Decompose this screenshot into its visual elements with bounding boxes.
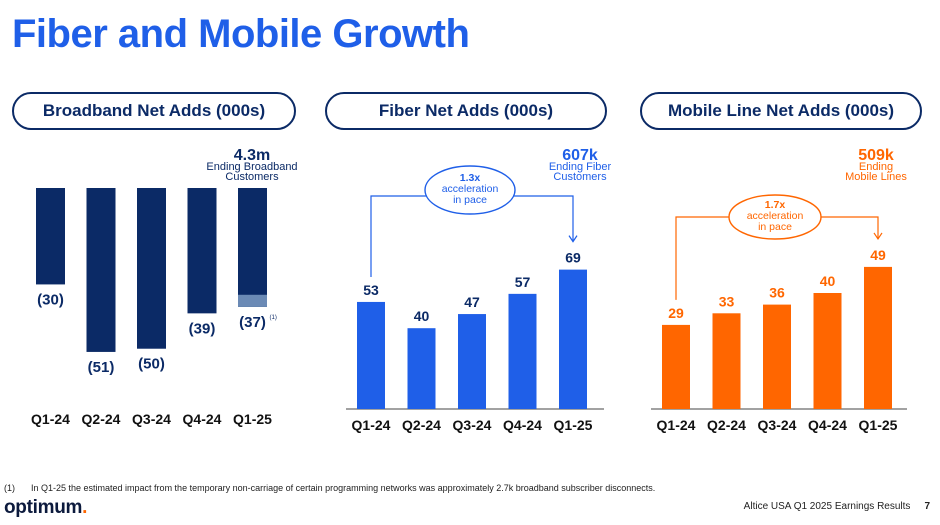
logo-dot: . xyxy=(82,497,88,518)
category-label: Q4-24 xyxy=(808,417,847,433)
bar-value-label: 40 xyxy=(820,273,836,289)
annotation-text: acceleration xyxy=(747,210,804,222)
bar xyxy=(458,314,486,409)
page-number: 7 xyxy=(924,501,930,512)
page-title: Fiber and Mobile Growth xyxy=(12,12,470,56)
highlight-value: 607k xyxy=(562,147,598,164)
bar-value-label: 36 xyxy=(769,285,785,301)
fiber-chart-title: Fiber Net Adds (000s) xyxy=(325,92,607,130)
bar xyxy=(238,188,267,307)
category-label: Q3-24 xyxy=(132,411,171,427)
highlight-value: 509k xyxy=(858,147,894,164)
category-label: Q2-24 xyxy=(402,417,441,433)
bar xyxy=(662,324,690,409)
category-label: Q3-24 xyxy=(758,417,797,433)
bar xyxy=(763,304,791,409)
category-label: Q1-25 xyxy=(233,411,272,427)
bar xyxy=(864,266,892,409)
bar-value-label: 69 xyxy=(565,250,581,266)
highlight-text: Ending Fiber xyxy=(549,161,612,173)
category-label: Q3-24 xyxy=(453,417,492,433)
bar-impact-segment xyxy=(238,294,267,307)
footnote-ref: (1) xyxy=(270,315,277,321)
bar-value-label: 33 xyxy=(719,293,735,309)
category-label: Q4-24 xyxy=(503,417,542,433)
highlight-text: Ending xyxy=(859,161,893,173)
bar-value-label: (51) xyxy=(88,359,115,376)
bar xyxy=(712,313,741,409)
bar xyxy=(357,301,385,409)
category-label: Q1-24 xyxy=(31,411,70,427)
bar-value-label: (50) xyxy=(138,356,165,373)
bar xyxy=(86,188,116,352)
bar-value-label: (37) xyxy=(239,314,266,331)
highlight-text: Mobile Lines xyxy=(845,171,907,183)
highlight-text: Ending Broadband xyxy=(206,161,297,173)
mobile-chart-title: Mobile Line Net Adds (000s) xyxy=(640,92,922,130)
annotation-text: 1.3x xyxy=(460,172,481,184)
annotation-arrowhead xyxy=(568,235,578,243)
footnote-number: (1) xyxy=(4,483,15,493)
annotation-oval xyxy=(424,165,516,215)
bar-value-label: (30) xyxy=(37,291,64,308)
footnote-text: In Q1-25 the estimated impact from the t… xyxy=(31,483,656,493)
bar xyxy=(137,188,166,349)
bar xyxy=(407,328,436,409)
bar-value-label: 47 xyxy=(464,294,480,310)
bar-value-label: 57 xyxy=(515,274,531,290)
bar xyxy=(559,269,587,409)
source-text: Altice USA Q1 2025 Earnings Results xyxy=(743,501,911,512)
bar xyxy=(36,188,65,285)
highlight-value: 4.3m xyxy=(234,147,270,164)
source-footer: Altice USA Q1 2025 Earnings Results 7 xyxy=(744,501,930,512)
bar-value-label: 49 xyxy=(870,247,886,263)
bar-value-label: 40 xyxy=(414,308,430,324)
annotation-text: acceleration xyxy=(442,183,499,195)
category-label: Q1-25 xyxy=(859,417,898,433)
bar xyxy=(813,293,842,409)
bar-value-label: 29 xyxy=(668,305,684,321)
category-label: Q1-24 xyxy=(657,417,696,433)
optimum-logo: optimum. xyxy=(4,497,87,519)
annotation-text: 1.7x xyxy=(765,199,786,211)
highlight-text: Customers xyxy=(553,171,607,183)
category-label: Q4-24 xyxy=(183,411,222,427)
bar-value-label: (39) xyxy=(189,320,216,337)
annotation-arrowhead xyxy=(873,232,883,240)
footnote: (1) In Q1-25 the estimated impact from th… xyxy=(4,483,655,493)
bar-value-label: 53 xyxy=(363,282,379,298)
highlight-text: Customers xyxy=(225,171,279,183)
category-label: Q2-24 xyxy=(707,417,746,433)
annotation-oval xyxy=(728,194,822,240)
bar xyxy=(508,293,537,409)
annotation-text: in pace xyxy=(453,194,487,206)
logo-text: optimum xyxy=(4,497,83,518)
bar xyxy=(187,188,217,314)
category-label: Q2-24 xyxy=(82,411,121,427)
category-label: Q1-25 xyxy=(554,417,593,433)
annotation-text: in pace xyxy=(758,221,792,233)
category-label: Q1-24 xyxy=(352,417,391,433)
broadband-chart-title: Broadband Net Adds (000s) xyxy=(12,92,296,130)
